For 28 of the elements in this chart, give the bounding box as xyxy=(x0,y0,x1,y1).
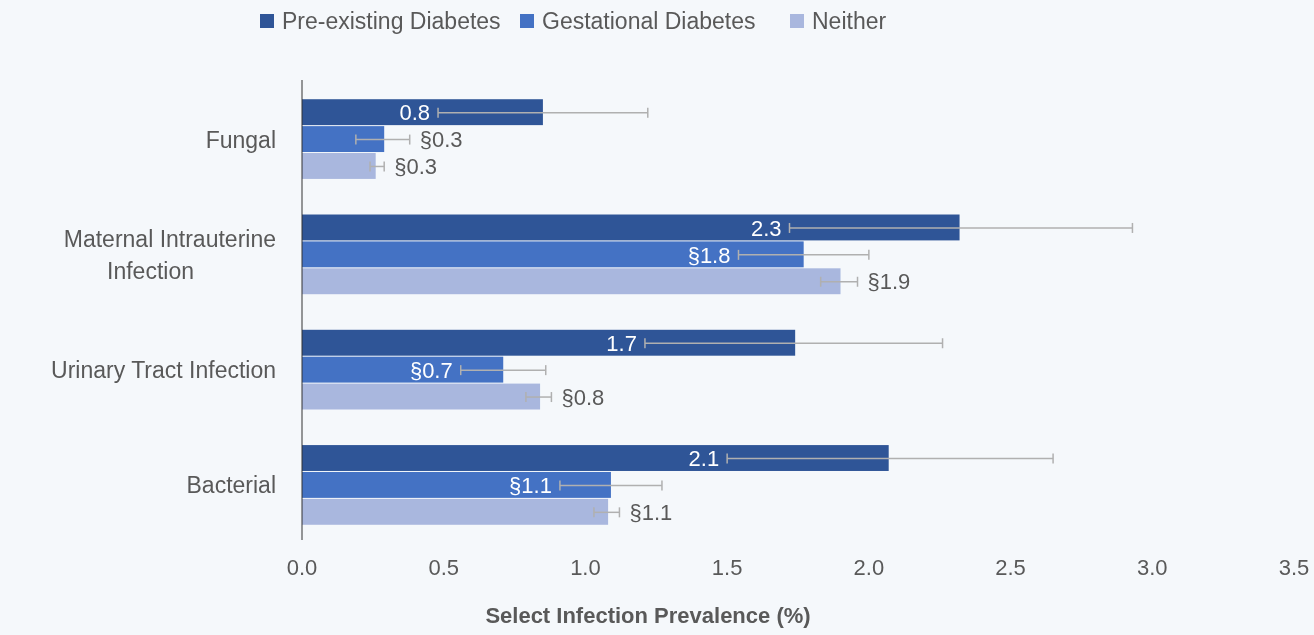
data-label: §1.9 xyxy=(867,269,911,295)
data-label: 0.8 xyxy=(399,100,431,126)
data-label: §1.8 xyxy=(687,242,731,268)
legend-label: Pre-existing Diabetes xyxy=(282,8,501,35)
y-tick-label: Urinary Tract Infection xyxy=(51,357,276,384)
x-tick-label: 3.5 xyxy=(1278,555,1310,580)
data-label: §0.7 xyxy=(409,357,453,383)
legend-label: Gestational Diabetes xyxy=(542,8,756,35)
y-tick-label: Fungal xyxy=(205,126,276,153)
data-label: §1.1 xyxy=(629,500,673,526)
y-tick-label: Bacterial xyxy=(186,472,276,499)
x-tick-label: 2.5 xyxy=(995,555,1026,580)
x-tick-label: 1.0 xyxy=(570,555,601,580)
x-tick-label: 3.0 xyxy=(1136,555,1168,580)
y-tick-label: Maternal Intrauterine Infection xyxy=(63,225,276,284)
data-label: §0.8 xyxy=(561,384,605,410)
data-label: 1.7 xyxy=(606,330,637,356)
data-label: §0.3 xyxy=(394,154,438,180)
data-label: 2.3 xyxy=(750,215,782,241)
data-label: §0.3 xyxy=(419,127,463,153)
data-label: 2.1 xyxy=(688,446,720,472)
x-tick-label: 1.5 xyxy=(711,555,743,580)
legend-label: Neither xyxy=(812,8,887,35)
x-axis-title: Select Infection Prevalence (%) xyxy=(485,603,811,628)
data-label: §1.1 xyxy=(509,473,552,499)
x-tick-label: 2.0 xyxy=(853,555,885,580)
x-tick-label: 0.0 xyxy=(286,555,318,580)
x-tick-label: 0.5 xyxy=(428,555,460,580)
